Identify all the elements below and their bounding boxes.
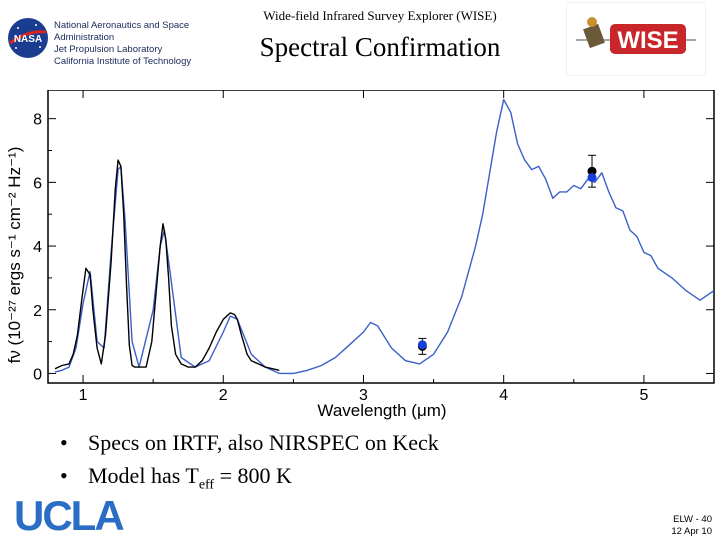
y-axis-label: fν (10⁻²⁷ ergs s⁻¹ cm⁻² Hz⁻¹) <box>5 147 24 364</box>
x-tick-label: 1 <box>79 387 88 404</box>
nasa-logo: NASA <box>6 16 50 60</box>
y-tick-label: 2 <box>33 303 42 320</box>
institution-line: Jet Propulsion Laboratory <box>54 44 163 55</box>
y-tick-label: 8 <box>33 112 42 129</box>
institution-line: California Institute of Technology <box>54 56 192 67</box>
x-tick-label: 2 <box>219 387 228 404</box>
bullet-item: • Model has Teff = 800 K <box>60 463 439 496</box>
model-spectrum-line <box>54 98 714 375</box>
photometry-point <box>587 173 597 183</box>
slide-number: ELW - 40 <box>673 514 712 525</box>
x-axis-label: Wavelength (μm) <box>317 401 446 420</box>
survey-title: Wide-field Infrared Survey Explorer (WIS… <box>263 8 497 23</box>
observed-spectrum-line <box>54 159 280 371</box>
photometry-point <box>417 340 427 350</box>
ucla-logo: UCLA <box>14 492 125 539</box>
y-tick-label: 6 <box>33 175 42 192</box>
bullet-text: Specs on IRTF, also NIRSPEC on Keck <box>88 430 439 455</box>
x-tick-label: 5 <box>639 387 648 404</box>
institution-block: National Aeronautics and Space Administr… <box>54 20 224 68</box>
slide-date: 12 Apr 10 <box>671 526 712 537</box>
y-tick-label: 4 <box>33 239 42 256</box>
institution-line: Administration <box>54 32 115 43</box>
institution-line: National Aeronautics and Space <box>54 20 190 31</box>
slide-title: Spectral Confirmation <box>259 32 501 62</box>
x-tick-label: 3 <box>359 387 368 404</box>
spectrum-chart: 1 2 3 4 5 0 2 4 6 8 Wavelength (μm) fν (10⁻²⁷ erg… <box>5 90 715 420</box>
bullet-text: Model has Teff = 800 K <box>88 463 292 493</box>
bullet-dot: • <box>60 430 68 455</box>
y-tick-label: 0 <box>33 366 42 383</box>
bullet-item: • Specs on IRTF, also NIRSPEC on Keck <box>60 430 439 463</box>
plot-frame <box>47 90 715 384</box>
footer-info: ELW - 40 12 Apr 10 <box>650 514 712 538</box>
bullet-list: • Specs on IRTF, also NIRSPEC on Keck • … <box>60 430 439 496</box>
bullet-dot: • <box>60 463 68 488</box>
wise-logo: WISE <box>565 1 707 77</box>
x-tick-label: 4 <box>499 387 508 404</box>
photometry-point <box>587 166 597 176</box>
nasa-logo-text: NASA <box>14 34 42 45</box>
wise-logo-text: WISE <box>617 27 678 54</box>
